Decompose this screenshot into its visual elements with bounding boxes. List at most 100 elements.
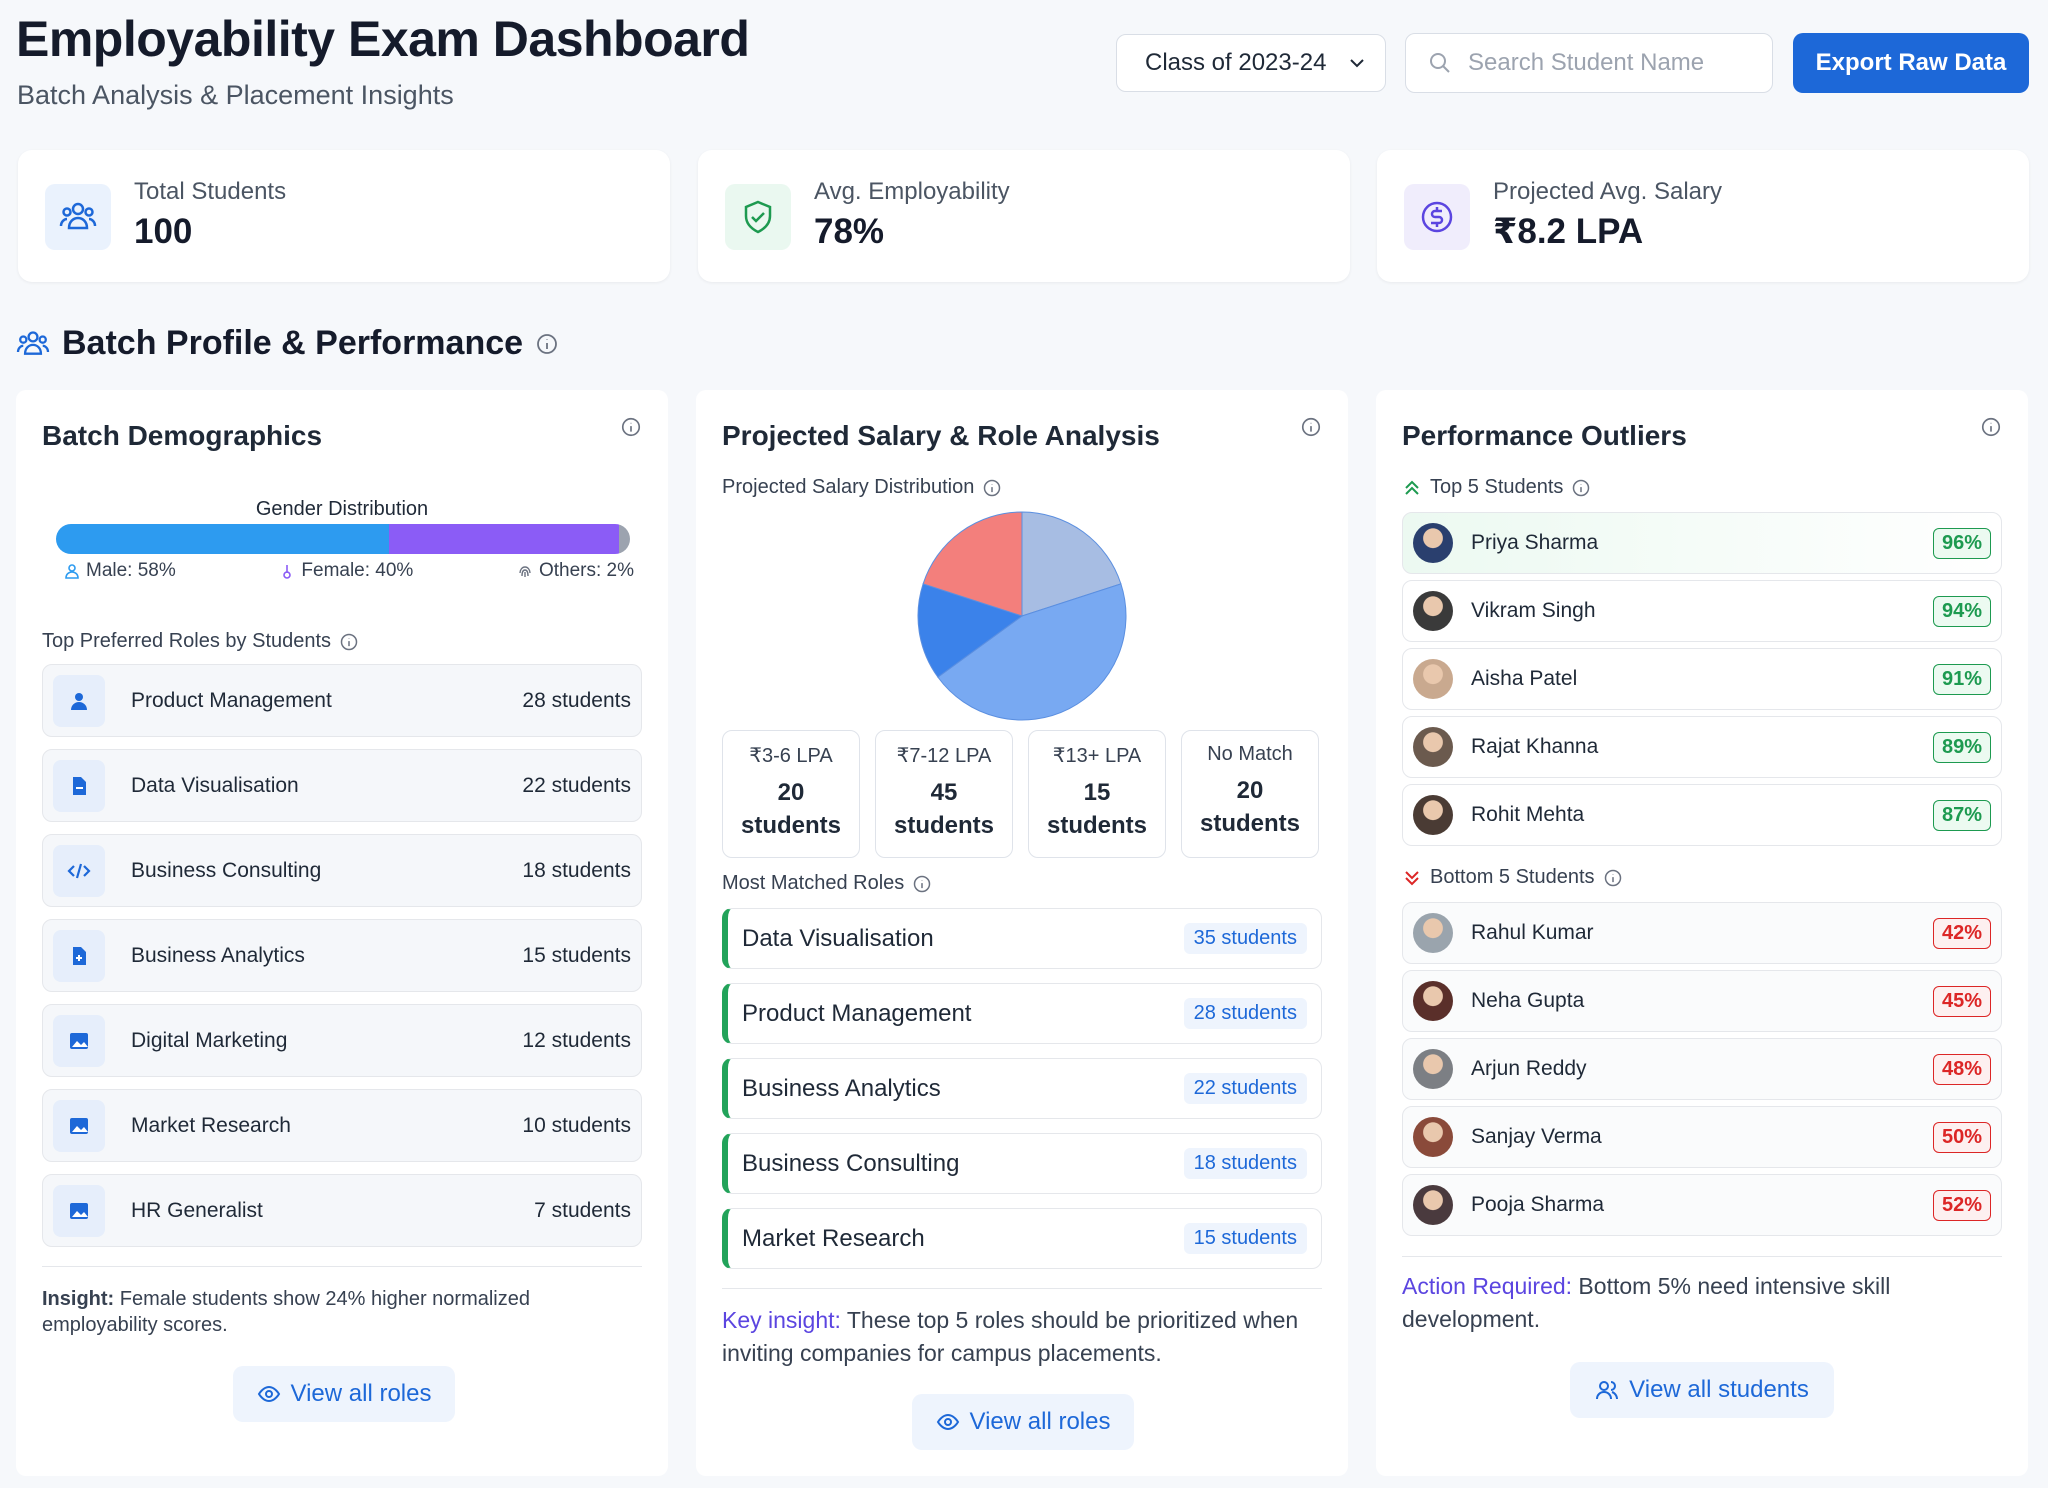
- avatar: [1413, 981, 1453, 1021]
- view-all-roles-button[interactable]: View all roles: [912, 1394, 1134, 1450]
- matched-role-row[interactable]: Business Consulting 18 students: [722, 1133, 1322, 1194]
- stat-card-avg-employability: Avg. Employability 78%: [698, 150, 1350, 282]
- avatar: [1413, 913, 1453, 953]
- roles-subtitle: Top Preferred Roles by Students: [42, 630, 359, 653]
- info-icon[interactable]: [1980, 416, 2002, 438]
- view-all-roles-button[interactable]: View all roles: [233, 1366, 455, 1422]
- role-row[interactable]: Business Consulting 18 students: [42, 834, 642, 907]
- matched-role-row[interactable]: Business Analytics 22 students: [722, 1058, 1322, 1119]
- student-row[interactable]: Aisha Patel 91%: [1402, 648, 2002, 710]
- search-input[interactable]: Search Student Name: [1405, 33, 1773, 93]
- shield-check-icon: [725, 184, 791, 250]
- student-score: 94%: [1932, 595, 1991, 627]
- view-all-roles-label: View all roles: [290, 1380, 432, 1407]
- bucket-label: ₹3-6 LPA: [749, 745, 833, 767]
- divider: [42, 1266, 642, 1267]
- info-icon[interactable]: [1300, 416, 1322, 438]
- section-title-text: Batch Profile & Performance: [62, 324, 524, 362]
- student-name: Rajat Khanna: [1471, 735, 1599, 758]
- bucket-label: ₹13+ LPA: [1052, 745, 1142, 767]
- action-text: Bottom 5% need intensive skill developme…: [1402, 1273, 1891, 1332]
- roles-subtitle-text: Top Preferred Roles by Students: [42, 630, 332, 652]
- matched-role-name: Market Research: [742, 1224, 925, 1252]
- view-all-students-label: View all students: [1629, 1376, 1809, 1403]
- student-row[interactable]: Sanjay Verma 50%: [1402, 1106, 2002, 1168]
- matched-role-row[interactable]: Data Visualisation 35 students: [722, 908, 1322, 969]
- info-icon[interactable]: [339, 632, 359, 652]
- role-row[interactable]: Market Research 10 students: [42, 1089, 642, 1162]
- matched-role-row[interactable]: Product Management 28 students: [722, 983, 1322, 1044]
- info-icon[interactable]: [1603, 868, 1623, 888]
- matched-role-count: 22 students: [1183, 1073, 1307, 1104]
- role-count: 15 students: [522, 943, 631, 967]
- avatar: [1413, 1185, 1453, 1225]
- student-row[interactable]: Rohit Mehta 87%: [1402, 784, 2002, 846]
- salary-insight: Key insight: These top 5 roles should be…: [722, 1304, 1312, 1370]
- info-icon[interactable]: [620, 416, 642, 438]
- chevrons-up-icon: [1405, 480, 1419, 495]
- student-score: 45%: [1932, 985, 1991, 1017]
- student-score: 50%: [1932, 1121, 1991, 1153]
- search-placeholder: Search Student Name: [1468, 49, 1705, 76]
- info-icon[interactable]: [1571, 478, 1591, 498]
- matched-role-row[interactable]: Market Research 15 students: [722, 1208, 1322, 1269]
- student-score: 87%: [1932, 799, 1991, 831]
- gender-segment: [56, 524, 389, 554]
- student-row[interactable]: Pooja Sharma 52%: [1402, 1174, 2002, 1236]
- role-name: Digital Marketing: [131, 1028, 288, 1052]
- info-icon[interactable]: [912, 874, 932, 894]
- bottom-students-title: Bottom 5 Students: [1430, 866, 1595, 888]
- student-row[interactable]: Priya Sharma 96%: [1402, 512, 2002, 574]
- salary-distribution-subtitle: Projected Salary Distribution: [722, 476, 1002, 499]
- info-icon[interactable]: [535, 332, 559, 356]
- role-count: 18 students: [522, 858, 631, 882]
- stat-label: Avg. Employability: [814, 178, 1010, 205]
- student-row[interactable]: Neha Gupta 45%: [1402, 970, 2002, 1032]
- student-score: 96%: [1932, 527, 1991, 559]
- pie-slice: [922, 511, 1023, 617]
- image-icon: [53, 1014, 105, 1067]
- chevron-down-icon: [1350, 59, 1364, 68]
- view-all-students-button[interactable]: View all students: [1570, 1362, 1834, 1418]
- info-icon[interactable]: [982, 478, 1002, 498]
- bucket-value: 15: [1083, 779, 1111, 806]
- gender-legend: Male: 58% Female: 40% Others: 2%: [64, 560, 634, 582]
- stat-card-total-students: Total Students 100: [18, 150, 670, 282]
- student-name: Rohit Mehta: [1471, 803, 1585, 826]
- student-name: Pooja Sharma: [1471, 1193, 1605, 1216]
- role-row[interactable]: Product Management 28 students: [42, 664, 642, 737]
- dollar-icon: [1404, 184, 1470, 250]
- insight-label: Insight:: [42, 1288, 115, 1310]
- student-score: 52%: [1932, 1189, 1991, 1221]
- insight-text: Female students show 24% higher normaliz…: [42, 1288, 530, 1336]
- role-row[interactable]: Data Visualisation 22 students: [42, 749, 642, 822]
- gender-distribution-title: Gender Distribution: [255, 498, 429, 520]
- avatar: [1413, 591, 1453, 631]
- action-label: Action Required:: [1402, 1273, 1573, 1299]
- matched-role-count: 28 students: [1183, 998, 1307, 1029]
- code-icon: [53, 844, 105, 897]
- matched-role-name: Product Management: [742, 999, 972, 1027]
- class-select-value: Class of 2023-24: [1145, 49, 1327, 76]
- role-row[interactable]: Digital Marketing 12 students: [42, 1004, 642, 1077]
- student-row[interactable]: Vikram Singh 94%: [1402, 580, 2002, 642]
- document-icon: [53, 759, 105, 812]
- insight-label: Key insight:: [722, 1307, 841, 1333]
- avatar: [1413, 727, 1453, 767]
- student-row[interactable]: Rajat Khanna 89%: [1402, 716, 2002, 778]
- bucket-unit: students: [1046, 812, 1147, 839]
- panel-batch-demographics: Batch Demographics Gender Distribution M…: [16, 390, 668, 1476]
- panel-title: Projected Salary & Role Analysis: [722, 420, 1160, 451]
- male-label: Male: 58%: [86, 560, 176, 581]
- matched-role-name: Business Analytics: [742, 1074, 941, 1102]
- role-row[interactable]: Business Analytics 15 students: [42, 919, 642, 992]
- demographics-insight: Insight: Female students show 24% higher…: [42, 1286, 632, 1338]
- class-select[interactable]: Class of 2023-24: [1116, 34, 1386, 92]
- role-row[interactable]: HR Generalist 7 students: [42, 1174, 642, 1247]
- view-all-roles-label: View all roles: [969, 1408, 1111, 1435]
- export-raw-data-button[interactable]: Export Raw Data: [1793, 33, 2029, 93]
- action-required-note: Action Required: Bottom 5% need intensiv…: [1402, 1270, 1992, 1336]
- student-row[interactable]: Rahul Kumar 42%: [1402, 902, 2002, 964]
- student-score: 42%: [1932, 917, 1991, 949]
- student-row[interactable]: Arjun Reddy 48%: [1402, 1038, 2002, 1100]
